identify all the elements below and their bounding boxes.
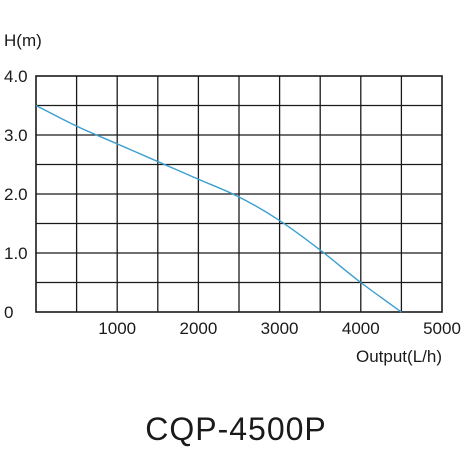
x-tick-label: 1000 [98,319,136,338]
x-tick-label: 5000 [423,319,461,338]
y-tick-label: 1.0 [4,244,28,263]
plot-frame [35,75,443,313]
y-tick-labels: 0 1.0 2.0 3.0 4.0 [4,67,28,322]
grid [36,76,442,312]
y-tick-label: 4.0 [4,67,28,86]
y-axis-label: H(m) [4,31,42,50]
x-axis-label: Output(L/h) [356,347,442,366]
series-layer [35,104,402,313]
x-tick-labels: 1000 2000 3000 4000 5000 [98,319,461,338]
x-tick-label: 2000 [179,319,217,338]
x-tick-label: 4000 [342,319,380,338]
y-tick-label: 2.0 [4,185,28,204]
chart-title: CQP-4500P [145,411,327,447]
y-tick-label: 0 [4,303,13,322]
x-tick-label: 3000 [261,319,299,338]
y-tick-label: 3.0 [4,126,28,145]
series-line [35,104,402,313]
